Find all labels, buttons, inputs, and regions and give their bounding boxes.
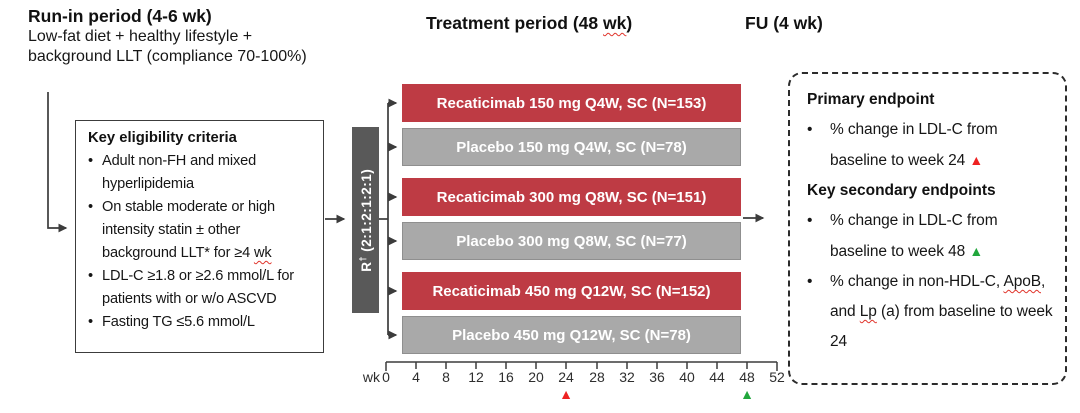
eligibility-item-nonfh: • Adult non-FH and mixed hyperlipidemia	[88, 150, 317, 196]
bullet-icon: •	[88, 199, 93, 215]
red-triangle-icon: ▲	[969, 152, 984, 168]
eligibility-title: Key eligibility criteria	[88, 130, 237, 146]
follow-up-title: FU (4 wk)	[745, 13, 823, 33]
endpoints-box: Primary endpoint • % change in LDL-C fro…	[788, 72, 1067, 385]
bullet-icon: •	[88, 153, 93, 169]
week-axis	[385, 361, 778, 371]
week-tick-label: 48	[739, 369, 755, 385]
treatment-period-title-wk: wk	[603, 13, 627, 33]
eligibility-item-text: On stable moderate or high intensity sta…	[102, 196, 317, 265]
secondary-endpoint-2-lp: Lp	[859, 303, 877, 320]
eligibility-item-text: Adult non-FH and mixed hyperlipidemia	[102, 153, 257, 192]
eligibility-box: Key eligibility criteria • Adult non-FH …	[75, 120, 324, 353]
week-tick-label: 28	[589, 369, 605, 385]
eligibility-item-text: LDL-C ≥1.8 or ≥2.6 mmol/L for patients w…	[102, 268, 294, 307]
secondary-endpoint-2-part1: % change in non-HDL-C,	[830, 273, 1004, 290]
bullet-icon: •	[807, 121, 813, 138]
primary-endpoint-desc: % change in LDL-C from baseline to week …	[830, 121, 998, 169]
secondary-endpoint-2-part2: , and	[830, 273, 1046, 320]
secondary-endpoint-2-text: % change in non-HDL-C, ApoB, and Lp (a) …	[830, 267, 1055, 357]
arm-recaticimab-450-q12w: Recaticimab 450 mg Q12W, SC (N=152)	[402, 272, 741, 310]
secondary-endpoint-2-part3: (a) from baseline to week 24	[830, 303, 1053, 350]
week-tick-label: 4	[412, 369, 420, 385]
secondary-endpoints-title: Key secondary endpoints	[807, 182, 996, 199]
eligibility-statin-text: On stable moderate or high intensity sta…	[102, 199, 275, 261]
primary-endpoint-text: % change in LDL-C from baseline to week …	[830, 115, 1055, 176]
arm-placebo-150-q4w: Placebo 150 mg Q4W, SC (N=78)	[402, 128, 741, 166]
green-triangle-icon: ▲	[969, 243, 984, 259]
treatment-period-title-text: Treatment period (48	[426, 13, 603, 33]
eligibility-item-statin: • On stable moderate or high intensity s…	[88, 196, 317, 265]
secondary-endpoint-2-apob: ApoB	[1003, 273, 1041, 290]
bullet-icon: •	[807, 273, 813, 290]
week-tick-label: 20	[528, 369, 544, 385]
randomization-label: R† (2:1:2:1:2:1)	[357, 168, 374, 271]
bullet-icon: •	[88, 314, 93, 330]
week-tick-label: 8	[442, 369, 450, 385]
randomization-box: R† (2:1:2:1:2:1)	[352, 127, 379, 313]
eligibility-item-tg: • Fasting TG ≤5.6 mmol/L	[88, 311, 317, 334]
bullet-icon: •	[807, 212, 813, 229]
week-tick-label: 12	[468, 369, 484, 385]
primary-endpoint-item: • % change in LDL-C from baseline to wee…	[807, 115, 1055, 176]
week48-marker-icon: ▲	[740, 386, 754, 402]
run-in-description-line1: Low-fat diet + healthy lifestyle +	[28, 28, 253, 45]
arm-placebo-450-q12w: Placebo 450 mg Q12W, SC (N=78)	[402, 316, 741, 354]
secondary-endpoint-item-1: • % change in LDL-C from baseline to wee…	[807, 206, 1055, 267]
randomization-r: R	[358, 261, 374, 272]
arm-recaticimab-150-q4w: Recaticimab 150 mg Q4W, SC (N=153)	[402, 84, 741, 122]
week-tick-label: 36	[649, 369, 665, 385]
week-tick-label: 40	[679, 369, 695, 385]
runin-to-eligibility-arrow	[47, 92, 68, 233]
run-in-title: Run-in period (4-6 wk)	[28, 6, 212, 26]
week-tick-label: 16	[498, 369, 514, 385]
arm-recaticimab-300-q8w: Recaticimab 300 mg Q8W, SC (N=151)	[402, 178, 741, 216]
secondary-endpoint-1-desc: % change in LDL-C from baseline to week …	[830, 212, 998, 260]
week24-marker-icon: ▲	[559, 386, 573, 402]
run-in-description-line2: background LLT (compliance 70-100%)	[28, 48, 307, 65]
secondary-endpoint-item-2: • % change in non-HDL-C, ApoB, and Lp (a…	[807, 267, 1055, 357]
treatment-period-title: Treatment period (48 wk)	[426, 13, 632, 34]
randomization-dagger: †	[357, 255, 368, 262]
arm-placebo-300-q8w: Placebo 300 mg Q8W, SC (N=77)	[402, 222, 741, 260]
week-tick-label: 24	[558, 369, 574, 385]
week-tick-label: 52	[769, 369, 785, 385]
week-axis-unit-label: wk	[362, 369, 380, 385]
eligibility-item-text: Fasting TG ≤5.6 mmol/L	[102, 314, 255, 330]
week-tick-label: 44	[709, 369, 725, 385]
primary-endpoint-title: Primary endpoint	[807, 91, 935, 108]
eligibility-statin-wk: wk	[253, 245, 272, 261]
week-tick-label: 32	[619, 369, 635, 385]
eligibility-item-ldlc: • LDL-C ≥1.8 or ≥2.6 mmol/L for patients…	[88, 265, 317, 311]
secondary-endpoint-1-text: % change in LDL-C from baseline to week …	[830, 206, 1055, 267]
week-tick-label: 0	[382, 369, 390, 385]
treatment-period-title-close: )	[626, 13, 633, 33]
randomization-ratio: (2:1:2:1:2:1)	[358, 168, 374, 256]
bullet-icon: •	[88, 268, 93, 284]
